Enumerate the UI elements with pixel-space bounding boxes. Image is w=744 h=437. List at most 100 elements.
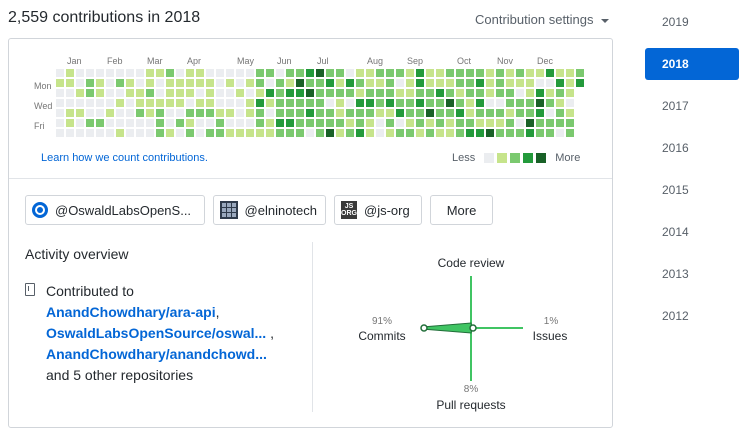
contribution-day-cell[interactable] [256,79,264,87]
contribution-day-cell[interactable] [206,99,214,107]
contribution-day-cell[interactable] [506,69,514,77]
contribution-day-cell[interactable] [146,89,154,97]
contribution-day-cell[interactable] [136,119,144,127]
contribution-day-cell[interactable] [286,89,294,97]
contribution-day-cell[interactable] [366,109,374,117]
contribution-day-cell[interactable] [546,119,554,127]
contribution-day-cell[interactable] [336,89,344,97]
contribution-day-cell[interactable] [316,129,324,137]
contribution-day-cell[interactable] [96,69,104,77]
contribution-day-cell[interactable] [406,109,414,117]
contribution-day-cell[interactable] [126,89,134,97]
contribution-day-cell[interactable] [246,79,254,87]
contribution-day-cell[interactable] [306,89,314,97]
contribution-day-cell[interactable] [376,129,384,137]
contribution-day-cell[interactable] [66,119,74,127]
contribution-day-cell[interactable] [236,79,244,87]
contribution-day-cell[interactable] [436,119,444,127]
contribution-day-cell[interactable] [546,99,554,107]
contribution-day-cell[interactable] [296,119,304,127]
contribution-day-cell[interactable] [566,129,574,137]
contribution-day-cell[interactable] [496,69,504,77]
contribution-day-cell[interactable] [166,109,174,117]
contribution-day-cell[interactable] [556,129,564,137]
contribution-day-cell[interactable] [356,69,364,77]
contribution-day-cell[interactable] [386,99,394,107]
contribution-day-cell[interactable] [426,89,434,97]
contribution-day-cell[interactable] [56,89,64,97]
contribution-day-cell[interactable] [206,69,214,77]
contribution-day-cell[interactable] [196,99,204,107]
contribution-day-cell[interactable] [516,129,524,137]
contribution-day-cell[interactable] [186,99,194,107]
contribution-day-cell[interactable] [176,89,184,97]
contribution-day-cell[interactable] [436,129,444,137]
contribution-day-cell[interactable] [166,129,174,137]
contribution-day-cell[interactable] [136,109,144,117]
contribution-day-cell[interactable] [236,119,244,127]
contribution-day-cell[interactable] [576,79,584,87]
contribution-day-cell[interactable] [206,119,214,127]
contribution-day-cell[interactable] [276,99,284,107]
contribution-day-cell[interactable] [166,99,174,107]
contribution-day-cell[interactable] [86,129,94,137]
contribution-settings-dropdown[interactable]: Contribution settings [475,12,609,27]
contribution-day-cell[interactable] [146,119,154,127]
contribution-day-cell[interactable] [106,99,114,107]
contribution-day-cell[interactable] [256,109,264,117]
contribution-day-cell[interactable] [356,109,364,117]
contribution-day-cell[interactable] [136,89,144,97]
contribution-day-cell[interactable] [176,119,184,127]
contribution-day-cell[interactable] [276,109,284,117]
contribution-day-cell[interactable] [246,109,254,117]
contribution-day-cell[interactable] [406,79,414,87]
contribution-day-cell[interactable] [166,119,174,127]
contribution-day-cell[interactable] [416,69,424,77]
contribution-day-cell[interactable] [286,69,294,77]
contribution-day-cell[interactable] [306,109,314,117]
contribution-day-cell[interactable] [396,89,404,97]
contribution-day-cell[interactable] [56,109,64,117]
contribution-day-cell[interactable] [276,129,284,137]
contribution-day-cell[interactable] [456,79,464,87]
contribution-day-cell[interactable] [576,69,584,77]
contribution-day-cell[interactable] [216,79,224,87]
contribution-day-cell[interactable] [376,99,384,107]
contribution-day-cell[interactable] [346,99,354,107]
contribution-day-cell[interactable] [86,99,94,107]
contribution-day-cell[interactable] [96,109,104,117]
org-button-elninotech[interactable]: @elninotech [213,195,326,225]
contribution-day-cell[interactable] [296,129,304,137]
contribution-day-cell[interactable] [256,129,264,137]
contribution-day-cell[interactable] [346,69,354,77]
contribution-day-cell[interactable] [526,99,534,107]
contribution-day-cell[interactable] [466,79,474,87]
contribution-day-cell[interactable] [206,89,214,97]
contribution-day-cell[interactable] [56,99,64,107]
contribution-day-cell[interactable] [236,69,244,77]
contribution-day-cell[interactable] [466,109,474,117]
contribution-day-cell[interactable] [186,79,194,87]
contribution-day-cell[interactable] [66,89,74,97]
contribution-day-cell[interactable] [396,79,404,87]
contribution-day-cell[interactable] [246,119,254,127]
contribution-day-cell[interactable] [66,79,74,87]
contribution-day-cell[interactable] [496,129,504,137]
contribution-day-cell[interactable] [246,89,254,97]
contribution-day-cell[interactable] [296,89,304,97]
contribution-day-cell[interactable] [306,119,314,127]
contribution-day-cell[interactable] [286,109,294,117]
year-item-2016[interactable]: 2016 [662,141,689,155]
contribution-day-cell[interactable] [216,119,224,127]
contribution-day-cell[interactable] [316,119,324,127]
contribution-day-cell[interactable] [136,99,144,107]
contribution-day-cell[interactable] [366,129,374,137]
contribution-day-cell[interactable] [106,109,114,117]
contribution-day-cell[interactable] [456,99,464,107]
contribution-day-cell[interactable] [156,99,164,107]
contribution-day-cell[interactable] [256,69,264,77]
contribution-day-cell[interactable] [396,129,404,137]
contribution-day-cell[interactable] [346,129,354,137]
contribution-day-cell[interactable] [476,109,484,117]
contribution-day-cell[interactable] [86,109,94,117]
